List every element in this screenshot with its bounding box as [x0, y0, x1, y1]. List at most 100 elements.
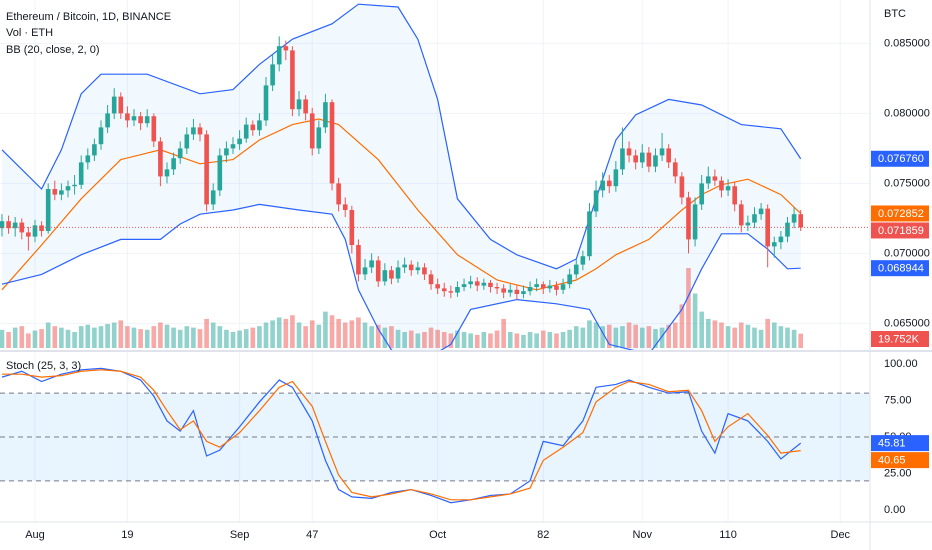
volume-bar — [785, 327, 790, 348]
candle-body — [78, 162, 84, 185]
candle-body — [309, 113, 315, 149]
volume-bar — [705, 318, 711, 348]
volume-bar — [12, 327, 18, 348]
candle-body — [92, 144, 97, 156]
y-tick-label: 0.070000 — [884, 247, 930, 259]
candle-body — [197, 127, 203, 135]
volume-bar — [125, 326, 130, 348]
volume-bar — [600, 326, 605, 348]
volume-bar — [474, 334, 480, 348]
volume-bar — [296, 322, 302, 348]
candle-body — [785, 222, 790, 237]
volume-bar — [309, 320, 315, 348]
axis-tag-label: 0.072852 — [878, 208, 924, 220]
candle-body — [699, 183, 704, 205]
candle-body — [705, 176, 711, 184]
candle-body — [646, 152, 652, 167]
candle-body — [158, 141, 163, 177]
candle-body — [408, 264, 414, 271]
candle-body — [481, 282, 487, 286]
volume-bar — [369, 326, 374, 348]
bb-fill — [1, 4, 801, 350]
volume-bar — [514, 333, 520, 348]
volume-bar — [217, 326, 223, 348]
volume-bar — [316, 324, 322, 348]
volume-bar — [382, 327, 388, 348]
volume-bar — [65, 329, 71, 348]
volume-bar — [692, 293, 698, 348]
candle-body — [164, 169, 170, 177]
candle-body — [85, 155, 91, 163]
volume-bar — [488, 333, 493, 348]
volume-bar — [45, 322, 51, 348]
volume-bar — [263, 322, 269, 348]
volume-bar — [250, 327, 256, 348]
candle-body — [527, 287, 533, 292]
volume-bar — [521, 334, 526, 348]
volume-bar — [342, 322, 348, 348]
volume-bar — [111, 322, 117, 348]
volume-bar — [303, 326, 308, 348]
volume-bar — [540, 330, 546, 348]
candle-body — [514, 289, 520, 294]
volume-bar — [131, 327, 137, 348]
volume-bar — [171, 327, 176, 348]
volume-bar — [224, 329, 229, 348]
candle-body — [547, 285, 553, 289]
candle-body — [633, 155, 638, 163]
candle-body — [402, 264, 407, 268]
candle-body — [52, 189, 58, 195]
candle-body — [250, 124, 256, 131]
axis-tag-label: 0.071859 — [878, 225, 924, 237]
candle-body — [375, 260, 381, 282]
volume-bar — [362, 322, 368, 348]
volume-bar — [646, 326, 652, 348]
candle-body — [554, 285, 559, 290]
volume-bar — [283, 318, 289, 348]
volume-bar — [72, 332, 77, 348]
volume-bar — [402, 332, 407, 348]
candle-body — [468, 281, 473, 285]
candle-body — [778, 236, 784, 243]
candle-body — [613, 169, 619, 187]
candle-body — [758, 208, 764, 215]
volume-bar — [197, 329, 203, 348]
candle-body — [316, 127, 322, 149]
volume-bar — [738, 322, 744, 348]
volume-bar — [765, 318, 770, 348]
candle-body — [455, 287, 460, 293]
volume-bar — [52, 326, 58, 348]
volume-bar — [461, 332, 467, 348]
candle-body — [336, 183, 341, 205]
candle-body — [111, 96, 117, 114]
symbol-title: Ethereum / Bitcoin, 1D, BINANCE — [6, 11, 171, 23]
candle-body — [791, 214, 797, 223]
candle-body — [587, 211, 592, 257]
candle-body — [692, 204, 698, 240]
volume-bar — [349, 320, 355, 348]
candle-body — [389, 270, 394, 279]
axis-tag-label: 0.068944 — [878, 263, 924, 275]
volume-bar — [98, 326, 104, 348]
candle-body — [738, 204, 744, 226]
y-tick-label: 0.080000 — [884, 107, 930, 119]
volume-bar — [567, 329, 572, 348]
candle-body — [237, 138, 242, 145]
volume-bar — [144, 329, 150, 348]
candle-body — [263, 85, 269, 121]
volume-bar — [290, 315, 295, 348]
volume-bar — [92, 327, 97, 348]
volume-bar — [672, 322, 678, 348]
volume-bar — [481, 332, 487, 348]
candle-body — [725, 186, 731, 191]
x-tick-label: Oct — [429, 529, 446, 541]
volume-bar — [778, 326, 784, 348]
volume-bar — [6, 332, 11, 348]
axis-tag-label: 40.65 — [878, 455, 906, 467]
volume-bar — [712, 320, 718, 348]
x-tick-label: 19 — [121, 529, 133, 541]
